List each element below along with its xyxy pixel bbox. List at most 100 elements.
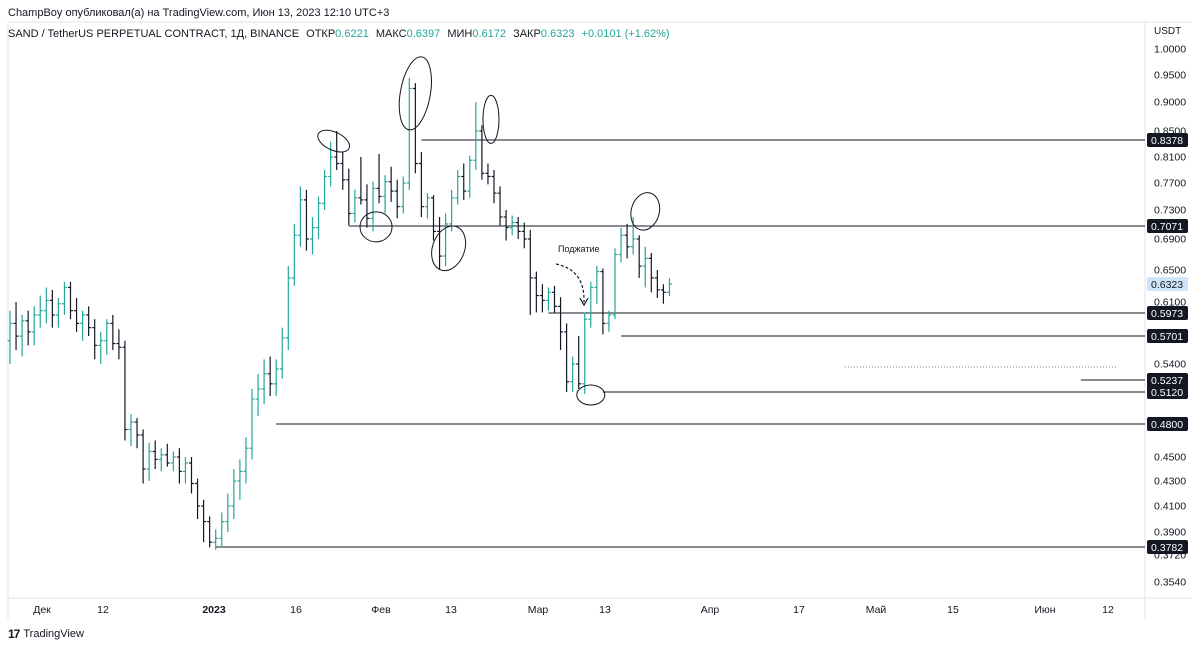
ohlc-bar — [189, 457, 194, 494]
price-tick: 0.4500 — [1154, 452, 1186, 464]
ohlc-bar — [55, 297, 61, 328]
annotation-ellipse — [359, 211, 393, 243]
ohlc-bar — [618, 227, 624, 263]
ohlc-bar — [80, 310, 86, 341]
high-label: МАКС — [375, 28, 407, 40]
time-tick: 2023 — [202, 604, 226, 616]
time-tick: Май — [866, 604, 887, 616]
ohlc-bar — [443, 213, 449, 267]
price-tick: 0.7300 — [1154, 205, 1186, 217]
level-price-tag: 0.5237 — [1147, 373, 1188, 387]
ohlc-bar — [219, 512, 225, 548]
svg-text:0.6323: 0.6323 — [1151, 279, 1183, 291]
ohlc-bar — [92, 319, 98, 360]
footer-brand: 17 TradingView — [8, 627, 84, 641]
ohlc-bar — [195, 478, 201, 519]
price-tick: 0.4300 — [1154, 476, 1186, 488]
ohlc-bar — [267, 356, 273, 396]
ohlc-bar — [564, 323, 570, 392]
ohlc-bar — [666, 278, 672, 297]
ohlc-bar — [437, 216, 443, 270]
ohlc-bar — [497, 186, 503, 226]
level-price-tag: 0.5701 — [1147, 329, 1188, 343]
level-price-tag: 0.7071 — [1147, 219, 1188, 233]
ohlc-bar — [279, 327, 285, 379]
svg-text:0.4800: 0.4800 — [1151, 419, 1183, 431]
currency-label: USDT — [1154, 26, 1181, 37]
annotation-ellipse — [482, 94, 500, 144]
high-value: 0.6397 — [406, 28, 441, 40]
ohlc-bar — [552, 285, 557, 313]
ohlc-bar — [13, 302, 19, 351]
price-tick: 0.3900 — [1154, 527, 1186, 539]
annotation-ellipse — [431, 225, 467, 272]
price-tick: 0.9500 — [1154, 70, 1186, 82]
price-tick: 0.6500 — [1154, 265, 1186, 277]
ohlc-bar — [491, 170, 497, 204]
annotation-ellipse — [398, 56, 432, 131]
price-tick: 0.6100 — [1154, 297, 1186, 309]
ohlc-bar — [297, 186, 303, 247]
ohlc-bar — [152, 440, 158, 469]
ohlc-bar — [285, 266, 291, 351]
close-value: 0.6323 — [540, 28, 575, 40]
time-tick: 13 — [599, 604, 611, 616]
ohlc-bar — [485, 163, 491, 185]
ohlc-bar — [255, 373, 261, 416]
ohlc-bar — [273, 359, 279, 396]
ohlc-bar — [479, 125, 485, 180]
level-price-tag: 0.8378 — [1147, 133, 1188, 147]
annotation-ellipse — [630, 192, 661, 231]
ohlc-bar — [624, 223, 630, 259]
ohlc-bar — [19, 314, 25, 357]
ohlc-bar — [316, 196, 322, 239]
horizontal-levels — [215, 139, 1145, 548]
ohlc-bar — [31, 306, 37, 346]
ohlc-bar — [346, 168, 352, 226]
tradingview-logo-icon: 17 — [8, 627, 20, 641]
symbol-legend: SAND / TetherUS PERPETUAL CONTRACT, 1Д, … — [8, 28, 670, 40]
ohlc-bar — [612, 248, 618, 320]
ohlc-bar — [424, 193, 430, 219]
squeeze-annotation: Поджатие — [555, 244, 600, 303]
ohlc-bar — [231, 469, 237, 519]
time-tick: Мар — [528, 604, 549, 616]
ohlc-bar — [461, 163, 467, 200]
symbol-name: SAND / TetherUS PERPETUAL CONTRACT, 1Д, … — [8, 28, 300, 40]
ohlc-bar — [382, 175, 388, 214]
ohlc-bar — [201, 499, 207, 543]
ohlc-bar — [116, 329, 122, 360]
ohlc-bar — [322, 170, 328, 210]
ohlc-bar — [582, 312, 588, 394]
ohlc-bar — [376, 153, 382, 204]
ohlc-bar — [400, 176, 406, 214]
ohlc-bar — [243, 437, 249, 484]
svg-text:0.5120: 0.5120 — [1151, 387, 1183, 399]
ohlc-bar — [134, 418, 140, 449]
price-tick: 1.0000 — [1154, 44, 1186, 56]
ohlc-bar — [364, 184, 370, 228]
ohlc-bar — [418, 152, 424, 217]
ohlc-bar — [394, 179, 400, 219]
annotation-ellipses — [317, 56, 661, 406]
time-tick: 12 — [97, 604, 109, 616]
time-tick: Апр — [701, 604, 720, 616]
level-price-tag: 0.4800 — [1147, 417, 1188, 431]
ohlc-bar — [660, 284, 666, 304]
ohlc-bar — [509, 215, 515, 236]
ohlc-bar — [539, 284, 545, 313]
low-value: 0.6172 — [472, 28, 507, 40]
low-label: МИН — [447, 28, 473, 40]
time-tick: Фев — [371, 604, 391, 616]
ohlc-bar — [606, 310, 612, 332]
ohlc-bar — [98, 331, 104, 364]
ohlc-bar — [558, 297, 564, 351]
ohlc-bar — [7, 310, 13, 364]
ohlc-bar — [25, 310, 31, 346]
ohlc-bar — [431, 195, 436, 241]
svg-text:0.5701: 0.5701 — [1151, 331, 1183, 343]
ohlc-bar — [352, 189, 358, 223]
ohlc-bar — [654, 270, 660, 298]
time-axis[interactable]: Дек 12 2023 16 Фев 13 Мар 13 Апр 17 Май 15 Июн 12 — [33, 604, 1114, 616]
